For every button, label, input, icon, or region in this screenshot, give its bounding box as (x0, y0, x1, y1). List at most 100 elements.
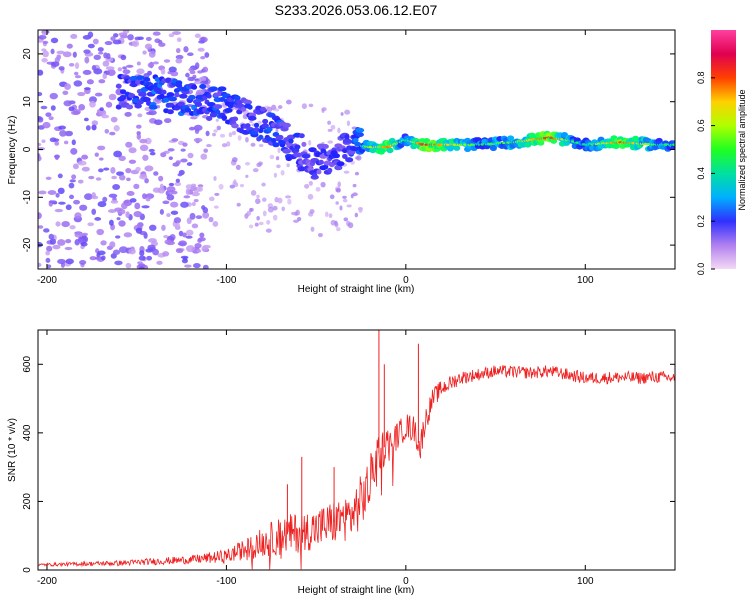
spectrogram-noise-blob (94, 92, 103, 97)
spectrogram-noise-blob (160, 152, 167, 158)
spectrogram-noise-blob (38, 241, 43, 248)
spectrogram-noise-blob (256, 162, 262, 168)
spectrogram-noise-blob (58, 125, 66, 130)
spectrogram-noise-blob (71, 110, 80, 116)
spectrogram-noise-blob (200, 80, 209, 85)
spectrogram-ridge-cell (177, 101, 185, 107)
spectrogram-ridge-cell (209, 86, 218, 92)
spectrogram-noise-blob (321, 108, 325, 113)
spectrogram-y-tick-label: 10 (22, 96, 33, 108)
spectrogram-noise-blob (48, 116, 54, 121)
spectrogram-xlabel: Height of straight line (km) (298, 284, 415, 295)
spectrogram-noise-blob (301, 103, 307, 110)
spectrogram-ridge-cell (166, 102, 175, 108)
spectrogram-noise-blob (109, 241, 116, 248)
spectrogram-noise-blob (62, 90, 69, 95)
spectrogram-ridge-cell (342, 153, 348, 159)
spectrogram-noise-blob (296, 216, 302, 222)
spectrogram-noise-blob (101, 114, 110, 119)
snr-y-tick-label: 600 (22, 356, 33, 373)
spectrogram-noise-blob (38, 155, 42, 162)
spectrogram-noise-blob (38, 69, 44, 76)
spectrogram-noise-blob (154, 119, 163, 126)
spectrogram-noise-blob (346, 204, 352, 208)
spectrogram-noise-blob (354, 171, 360, 176)
spectrogram-ridge-cell (175, 80, 183, 86)
spectrogram-noise-blob (286, 163, 290, 168)
spectrogram-noise-blob (99, 157, 104, 161)
spectrogram-noise-blob (135, 227, 143, 234)
spectrogram-noise-blob (158, 175, 164, 182)
spectrogram-noise-blob (187, 152, 194, 159)
spectrogram-ridge-cell (266, 126, 273, 132)
spectrogram-noise-blob (126, 64, 134, 68)
spectrogram-noise-blob (212, 221, 219, 227)
spectrogram-ridge-cell (154, 76, 161, 82)
spectrogram-noise-blob (180, 148, 186, 152)
spectrogram-noise-blob (328, 213, 333, 219)
spectrogram-noise-blob (125, 262, 132, 269)
spectrogram-noise-blob (170, 210, 179, 215)
spectrogram-noise-blob (38, 225, 44, 229)
spectrogram-noise-blob (163, 235, 169, 239)
spectrogram-ridge-cell (282, 148, 291, 154)
spectrogram-noise-blob (192, 262, 201, 269)
spectrogram-noise-blob (256, 194, 260, 199)
spectrogram-noise-blob (142, 264, 149, 269)
spectrogram-noise-blob (38, 212, 42, 220)
spectrogram-noise-blob (70, 33, 78, 40)
spectrogram-noise-blob (139, 144, 149, 152)
spectrogram-noise-blob (62, 51, 72, 58)
colorbar-label: Normalized spectral amplitude (737, 89, 747, 210)
spectrogram-noise-blob (205, 130, 210, 137)
spectrogram-noise-blob (212, 132, 216, 137)
spectrogram-noise-blob (124, 111, 132, 117)
spectrogram-noise-blob (98, 79, 106, 84)
spectrogram-noise-blob (335, 201, 339, 205)
spectrogram-noise-blob (185, 72, 190, 78)
spectrogram-noise-blob (110, 116, 118, 123)
spectrogram-noise-blob (125, 211, 130, 218)
spectrogram-ridge-cell (342, 138, 352, 144)
spectrogram-x-tick-label: -200 (37, 275, 57, 286)
spectrogram-ridge-cell (322, 144, 329, 150)
spectrogram-noise-blob (262, 197, 267, 202)
spectrogram-noise-blob (239, 184, 245, 188)
spectrogram-noise-blob (175, 47, 181, 54)
spectrogram-noise-blob (273, 172, 277, 178)
spectrogram-noise-blob (94, 217, 102, 221)
spectrogram-noise-blob (110, 36, 116, 41)
spectrogram-noise-blob (38, 190, 47, 195)
spectrogram-noise-blob (118, 155, 126, 162)
spectrogram-ridge-cell (240, 106, 247, 112)
spectrogram-noise-blob (206, 144, 212, 148)
spectrogram-noise-blob (81, 232, 88, 236)
spectrogram-noise-blob (164, 239, 172, 245)
spectrogram-noise-blob (254, 222, 259, 227)
spectrogram-noise-blob (52, 138, 60, 142)
spectrogram-noise-blob (123, 200, 130, 204)
spectrogram-noise-blob (168, 156, 173, 160)
spectrogram-noise-blob (47, 190, 57, 195)
snr-marks (38, 330, 675, 570)
spectrogram-ridge-cell (507, 135, 515, 141)
spectrogram-noise-blob (97, 145, 106, 151)
spectrogram-noise-blob (285, 99, 292, 105)
spectrogram-noise-blob (175, 160, 181, 165)
spectrogram-noise-blob (45, 176, 52, 181)
spectrogram-noise-blob (118, 246, 128, 254)
spectrogram-noise-blob (84, 56, 90, 64)
spectrogram-noise-blob (329, 194, 335, 200)
spectrogram-noise-blob (200, 153, 208, 160)
spectrogram-ridge-cell (209, 112, 218, 118)
colorbar-tick-label: 0.6 (696, 119, 706, 132)
spectrogram-noise-blob (49, 92, 58, 100)
spectrogram-noise-blob (205, 84, 211, 89)
spectrogram-noise-blob (100, 240, 107, 246)
spectrogram-noise-blob (77, 91, 86, 97)
spectrogram-noise-blob (256, 216, 260, 221)
spectrogram-noise-blob (195, 215, 203, 220)
spectrogram-noise-blob (126, 191, 135, 196)
spectrogram-noise-blob (112, 249, 121, 255)
spectrogram-noise-blob (293, 219, 299, 223)
